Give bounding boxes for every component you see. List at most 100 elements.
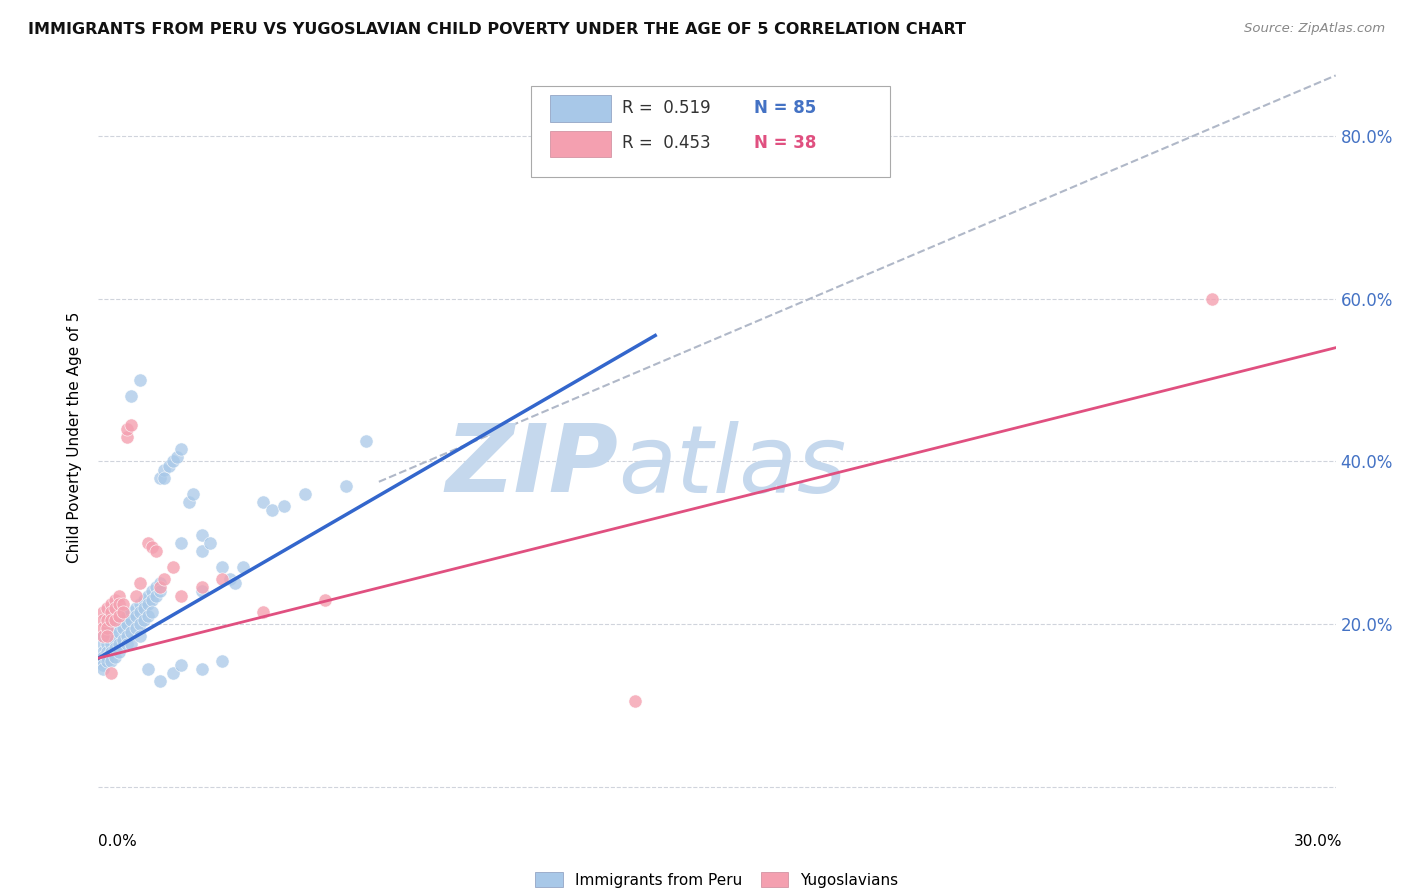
Point (190, 584, 212, 599)
Point (128, 617, 150, 632)
Point (149, 471, 172, 485)
FancyBboxPatch shape (550, 95, 610, 122)
Point (211, 572, 233, 586)
Point (224, 576, 246, 591)
Point (100, 597, 122, 611)
Y-axis label: Child Poverty Under the Age of 5: Child Poverty Under the Age of 5 (67, 311, 83, 563)
Point (170, 442, 193, 457)
Text: R =  0.453: R = 0.453 (621, 134, 710, 152)
Point (190, 581, 212, 595)
Point (96, 621, 118, 635)
Point (198, 535, 221, 549)
Point (153, 462, 176, 476)
Point (91, 657, 114, 672)
Point (117, 637, 139, 651)
Point (219, 572, 242, 586)
Point (117, 422, 139, 436)
Point (162, 454, 184, 468)
Point (120, 605, 142, 619)
Point (179, 495, 201, 509)
Point (170, 535, 193, 549)
Point (149, 673, 172, 688)
Point (108, 637, 131, 651)
Point (96, 637, 118, 651)
Legend: Immigrants from Peru, Yugoslavians: Immigrants from Peru, Yugoslavians (530, 866, 904, 892)
Point (120, 417, 142, 432)
Point (91, 662, 114, 676)
Point (104, 592, 127, 607)
Point (100, 645, 122, 659)
Point (96, 649, 118, 664)
Point (356, 434, 378, 449)
FancyBboxPatch shape (531, 86, 890, 178)
Point (132, 613, 155, 627)
Point (314, 592, 336, 607)
Point (108, 608, 131, 623)
Point (96, 625, 118, 640)
Point (211, 560, 233, 574)
Point (136, 589, 159, 603)
Point (96, 629, 118, 643)
Point (100, 617, 122, 632)
Text: N = 38: N = 38 (754, 134, 817, 152)
Point (96, 654, 118, 668)
Point (91, 654, 114, 668)
Point (104, 641, 127, 656)
Text: Source: ZipAtlas.com: Source: ZipAtlas.com (1244, 22, 1385, 36)
Point (128, 605, 150, 619)
Point (128, 597, 150, 611)
Text: N = 85: N = 85 (754, 99, 817, 117)
Point (91, 637, 114, 651)
Point (141, 592, 163, 607)
Point (117, 617, 139, 632)
Point (124, 600, 146, 615)
Point (136, 535, 159, 549)
Point (145, 581, 167, 595)
Text: 0.0%: 0.0% (98, 834, 138, 849)
Point (108, 589, 131, 603)
Text: IMMIGRANTS FROM PERU VS YUGOSLAVIAN CHILD POVERTY UNDER THE AGE OF 5 CORRELATION: IMMIGRANTS FROM PERU VS YUGOSLAVIAN CHIL… (28, 22, 966, 37)
Point (141, 605, 163, 619)
Point (108, 597, 131, 611)
Point (124, 589, 146, 603)
Point (170, 589, 193, 603)
Point (100, 613, 122, 627)
Point (91, 645, 114, 659)
Point (132, 592, 155, 607)
Point (252, 605, 274, 619)
Point (211, 654, 233, 668)
Point (100, 605, 122, 619)
Point (108, 625, 131, 640)
Point (232, 560, 254, 574)
Point (96, 600, 118, 615)
Point (112, 605, 135, 619)
Point (91, 629, 114, 643)
Text: R =  0.519: R = 0.519 (621, 99, 710, 117)
Point (117, 430, 139, 444)
Point (128, 629, 150, 643)
FancyBboxPatch shape (550, 130, 610, 157)
Point (100, 629, 122, 643)
Point (149, 581, 172, 595)
Point (91, 621, 114, 635)
Point (1201, 292, 1223, 306)
Point (112, 597, 135, 611)
Point (112, 621, 135, 635)
Point (141, 540, 163, 554)
Point (136, 662, 159, 676)
Point (100, 637, 122, 651)
Text: 30.0%: 30.0% (1295, 834, 1343, 849)
Point (128, 576, 150, 591)
Point (104, 649, 127, 664)
Point (96, 645, 118, 659)
Point (141, 584, 163, 599)
Text: ZIP: ZIP (446, 420, 619, 512)
Point (145, 589, 167, 603)
Point (120, 637, 142, 651)
Point (252, 495, 274, 509)
Point (181, 487, 204, 501)
Point (91, 629, 114, 643)
Point (136, 597, 159, 611)
Point (124, 621, 146, 635)
Point (117, 608, 139, 623)
